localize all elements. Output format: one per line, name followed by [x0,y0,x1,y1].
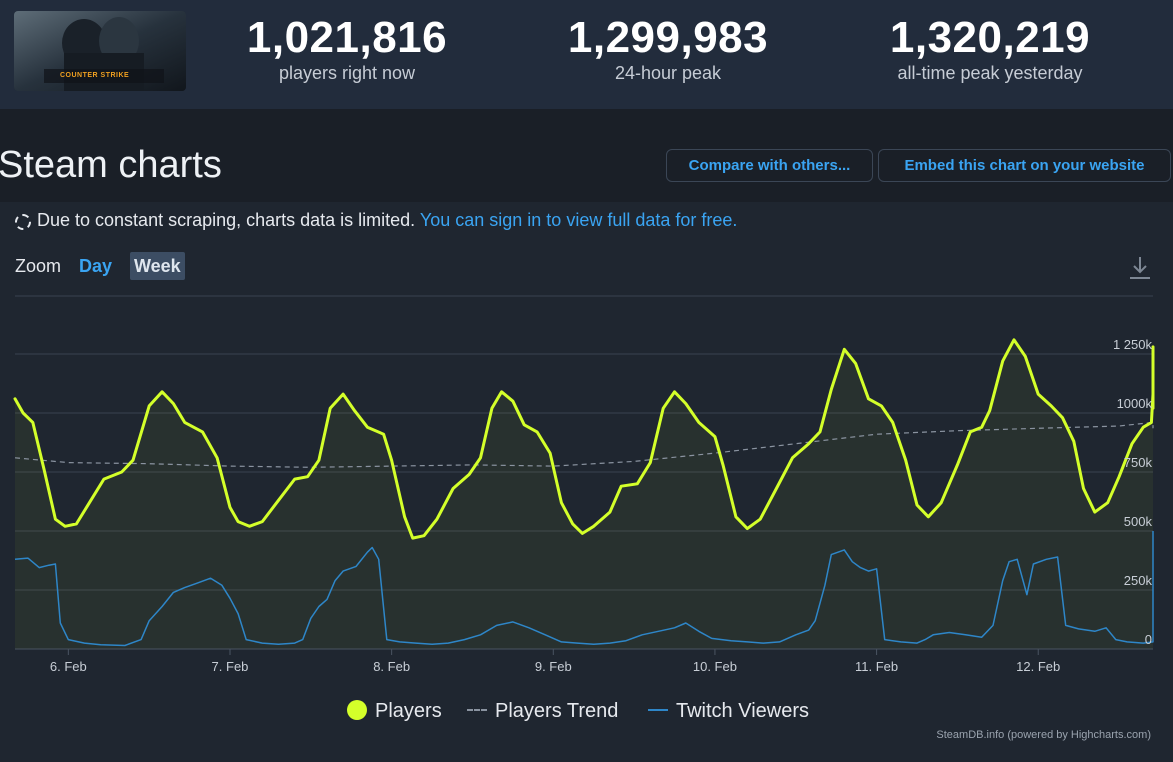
peak-24h-value: 1,299,983 [567,13,769,62]
legend-players-trend[interactable]: Players Trend [467,698,618,724]
all-time-peak-label: all-time peak yesterday [897,63,1083,83]
twitch-viewers-line [14,531,1154,647]
y-tick-label: 0 [1145,632,1152,647]
chart-axes: 0 250k 500k 750k 1000k 1 250k 6. Feb 7. Feb 8. F… [15,337,1153,674]
zoom-label: Zoom [15,256,62,276]
page-title: Steam charts [0,144,222,186]
current-players-label: players right now [278,63,416,83]
legend-twitch-label: Twitch Viewers [676,700,810,722]
stat-current: 1,021,816 players right now [197,14,497,84]
y-tick-label: 750k [1124,455,1153,470]
x-tick-label: 7. Feb [212,659,249,674]
legend-players-label: Players [375,700,442,722]
chart-series [13,338,1155,649]
x-tick-label: 11. Feb [855,659,898,674]
data-limit-notice: Due to constant scraping, charts data is… [15,208,737,232]
chart-panel [0,202,1173,762]
game-logo-text: COUNTER STRIKE [60,72,130,79]
chart-credit: SteamDB.info (powered by Highcharts.com) [936,729,1151,741]
stat-24h-peak: 1,299,983 24-hour peak [518,14,818,84]
stats-header [0,0,1173,109]
peak-24h-label: 24-hour peak [614,63,722,83]
players-dot-icon [347,700,367,720]
zoom-day-button[interactable]: Day [79,256,113,276]
sign-in-link[interactable]: You can sign in to view full data for fr… [419,210,738,230]
all-time-peak-value: 1,320,219 [889,13,1091,62]
legend-twitch-viewers[interactable]: Twitch Viewers [648,698,809,724]
x-tick-label: 10. Feb [693,659,737,674]
legend-trend-label: Players Trend [495,700,619,722]
trend-line-icon [467,709,487,711]
x-tick-label: 9. Feb [535,659,572,674]
x-tick-label: 6. Feb [50,659,87,674]
notice-text: Due to constant scraping, charts data is… [37,210,416,230]
current-players-value: 1,021,816 [246,13,448,62]
y-tick-label: 500k [1124,514,1153,529]
x-tick-label: 8. Feb [373,659,410,674]
game-banner-art [14,11,186,91]
y-tick-label: 1 250k [1113,337,1153,352]
x-tick-label: 12. Feb [1016,659,1060,674]
y-tick-label: 250k [1124,573,1153,588]
zoom-week-button[interactable]: Week [130,252,185,280]
loading-spinner-icon [15,214,31,230]
players-line [13,338,1155,540]
stat-all-time-peak: 1,320,219 all-time peak yesterday [840,14,1140,84]
twitch-line-icon [648,709,668,711]
download-icon[interactable] [1130,257,1150,279]
compare-button[interactable]: Compare with others... [666,149,873,182]
game-banner[interactable]: COUNTER STRIKE [14,11,186,91]
legend-players[interactable]: Players [347,698,442,724]
y-tick-label: 1000k [1117,396,1153,411]
embed-chart-button[interactable]: Embed this chart on your website [878,149,1171,182]
players-area [15,339,1153,649]
